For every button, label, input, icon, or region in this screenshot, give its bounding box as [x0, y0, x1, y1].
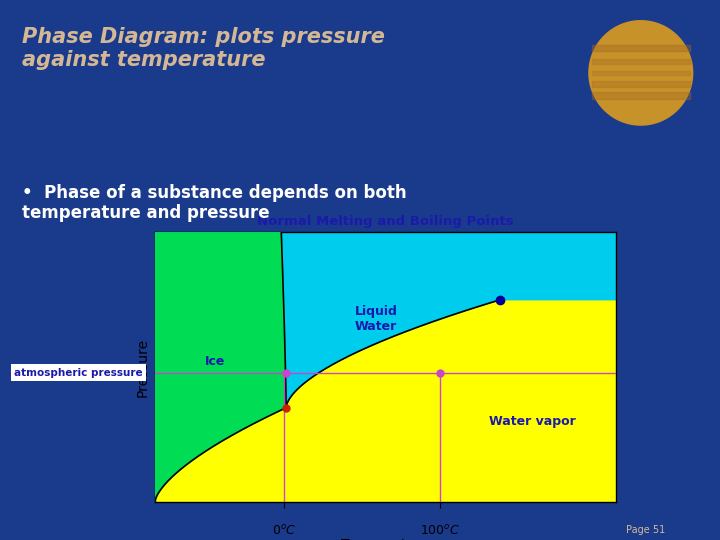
- Polygon shape: [589, 21, 693, 125]
- Y-axis label: Pressure: Pressure: [135, 338, 149, 397]
- Text: Phase Diagram: plots pressure
against temperature: Phase Diagram: plots pressure against te…: [22, 27, 384, 70]
- Text: •  Phase of a substance depends on both
temperature and pressure: • Phase of a substance depends on both t…: [22, 184, 406, 222]
- Text: Liquid
Water: Liquid Water: [354, 305, 397, 333]
- Text: Ice: Ice: [204, 355, 225, 368]
- X-axis label: Temperature: Temperature: [341, 538, 429, 540]
- Text: Page 51: Page 51: [626, 524, 666, 535]
- Text: $0^{o}C$: $0^{o}C$: [271, 524, 296, 538]
- Polygon shape: [282, 232, 616, 408]
- Text: atmospheric pressure: atmospheric pressure: [14, 368, 143, 377]
- Text: $100^{o}C$: $100^{o}C$: [420, 524, 461, 538]
- Title: Normal Melting and Boiling Points: Normal Melting and Boiling Points: [257, 215, 513, 228]
- Polygon shape: [155, 232, 616, 502]
- Text: Water vapor: Water vapor: [490, 415, 576, 428]
- Polygon shape: [155, 232, 286, 502]
